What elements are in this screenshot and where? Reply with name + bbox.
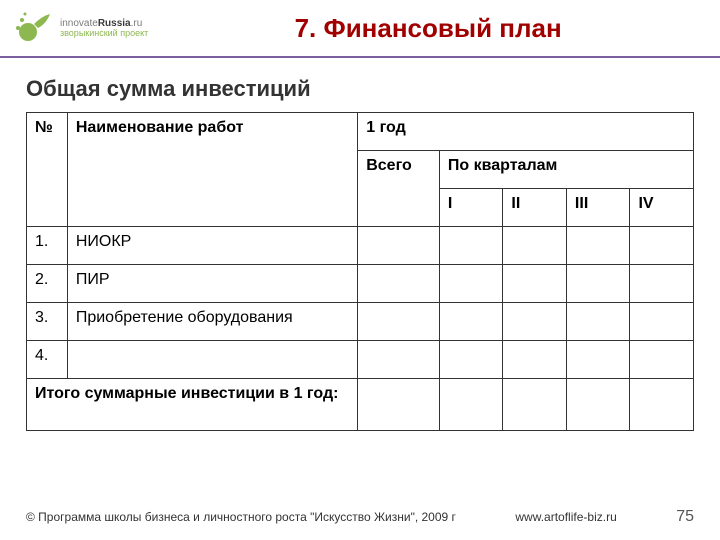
cell-total [358, 227, 440, 265]
col-year-header: 1 год [358, 113, 694, 151]
page-header: innovateRussia.ru зворыкинский проект 7.… [0, 0, 720, 58]
cell-q1 [439, 341, 503, 379]
logo: innovateRussia.ru зворыкинский проект [12, 10, 148, 46]
cell-q4 [630, 341, 694, 379]
col-q1-header: I [439, 189, 503, 227]
col-name-header: Наименование работ [67, 113, 357, 227]
cell-q4 [630, 227, 694, 265]
cell-q2 [503, 303, 567, 341]
cell-num: 2. [27, 265, 68, 303]
col-q4-header: IV [630, 189, 694, 227]
footer-copyright: © Программа школы бизнеса и личностного … [26, 510, 456, 524]
table-row: 2. ПИР [27, 265, 694, 303]
cell-name [67, 341, 357, 379]
page-number: 75 [676, 508, 694, 526]
cell-q1 [439, 379, 503, 431]
col-total-header: Всего [358, 151, 440, 227]
cell-name: ПИР [67, 265, 357, 303]
cell-q4 [630, 379, 694, 431]
cell-q1 [439, 227, 503, 265]
cell-q2 [503, 265, 567, 303]
col-q3-header: III [566, 189, 630, 227]
table-row: 4. [27, 341, 694, 379]
table-footer-label: Итого суммарные инвестиции в 1 год: [27, 379, 358, 431]
leaf-logo-icon [12, 10, 54, 46]
col-num-header: № [27, 113, 68, 227]
logo-word3: .ru [131, 18, 143, 29]
cell-q3 [566, 265, 630, 303]
section-subtitle: Общая сумма инвестиций [26, 76, 694, 102]
cell-q2 [503, 379, 567, 431]
col-quarters-header: По кварталам [439, 151, 693, 189]
logo-word2: Russia [98, 18, 131, 29]
footer-url: www.artoflife-biz.ru [515, 510, 616, 524]
logo-text: innovateRussia.ru зворыкинский проект [60, 18, 148, 39]
cell-total [358, 265, 440, 303]
cell-num: 1. [27, 227, 68, 265]
cell-q1 [439, 303, 503, 341]
logo-subtitle: зворыкинский проект [60, 29, 148, 39]
cell-name: НИОКР [67, 227, 357, 265]
content: Общая сумма инвестиций № Наименование ра… [0, 58, 720, 431]
cell-total [358, 341, 440, 379]
cell-q1 [439, 265, 503, 303]
cell-total [358, 379, 440, 431]
page-title: 7. Финансовый план [148, 13, 708, 44]
cell-num: 3. [27, 303, 68, 341]
table-head-row-1: № Наименование работ 1 год [27, 113, 694, 151]
logo-word1: innovate [60, 18, 98, 29]
cell-num: 4. [27, 341, 68, 379]
cell-name: Приобретение оборудования [67, 303, 357, 341]
cell-q4 [630, 303, 694, 341]
cell-q2 [503, 227, 567, 265]
table-footer-row: Итого суммарные инвестиции в 1 год: [27, 379, 694, 431]
table-row: 3. Приобретение оборудования [27, 303, 694, 341]
cell-q2 [503, 341, 567, 379]
page-footer: © Программа школы бизнеса и личностного … [0, 508, 720, 526]
cell-q4 [630, 265, 694, 303]
cell-total [358, 303, 440, 341]
cell-q3 [566, 227, 630, 265]
table-row: 1. НИОКР [27, 227, 694, 265]
cell-q3 [566, 379, 630, 431]
cell-q3 [566, 303, 630, 341]
cell-q3 [566, 341, 630, 379]
col-q2-header: II [503, 189, 567, 227]
investment-table: № Наименование работ 1 год Всего По квар… [26, 112, 694, 431]
